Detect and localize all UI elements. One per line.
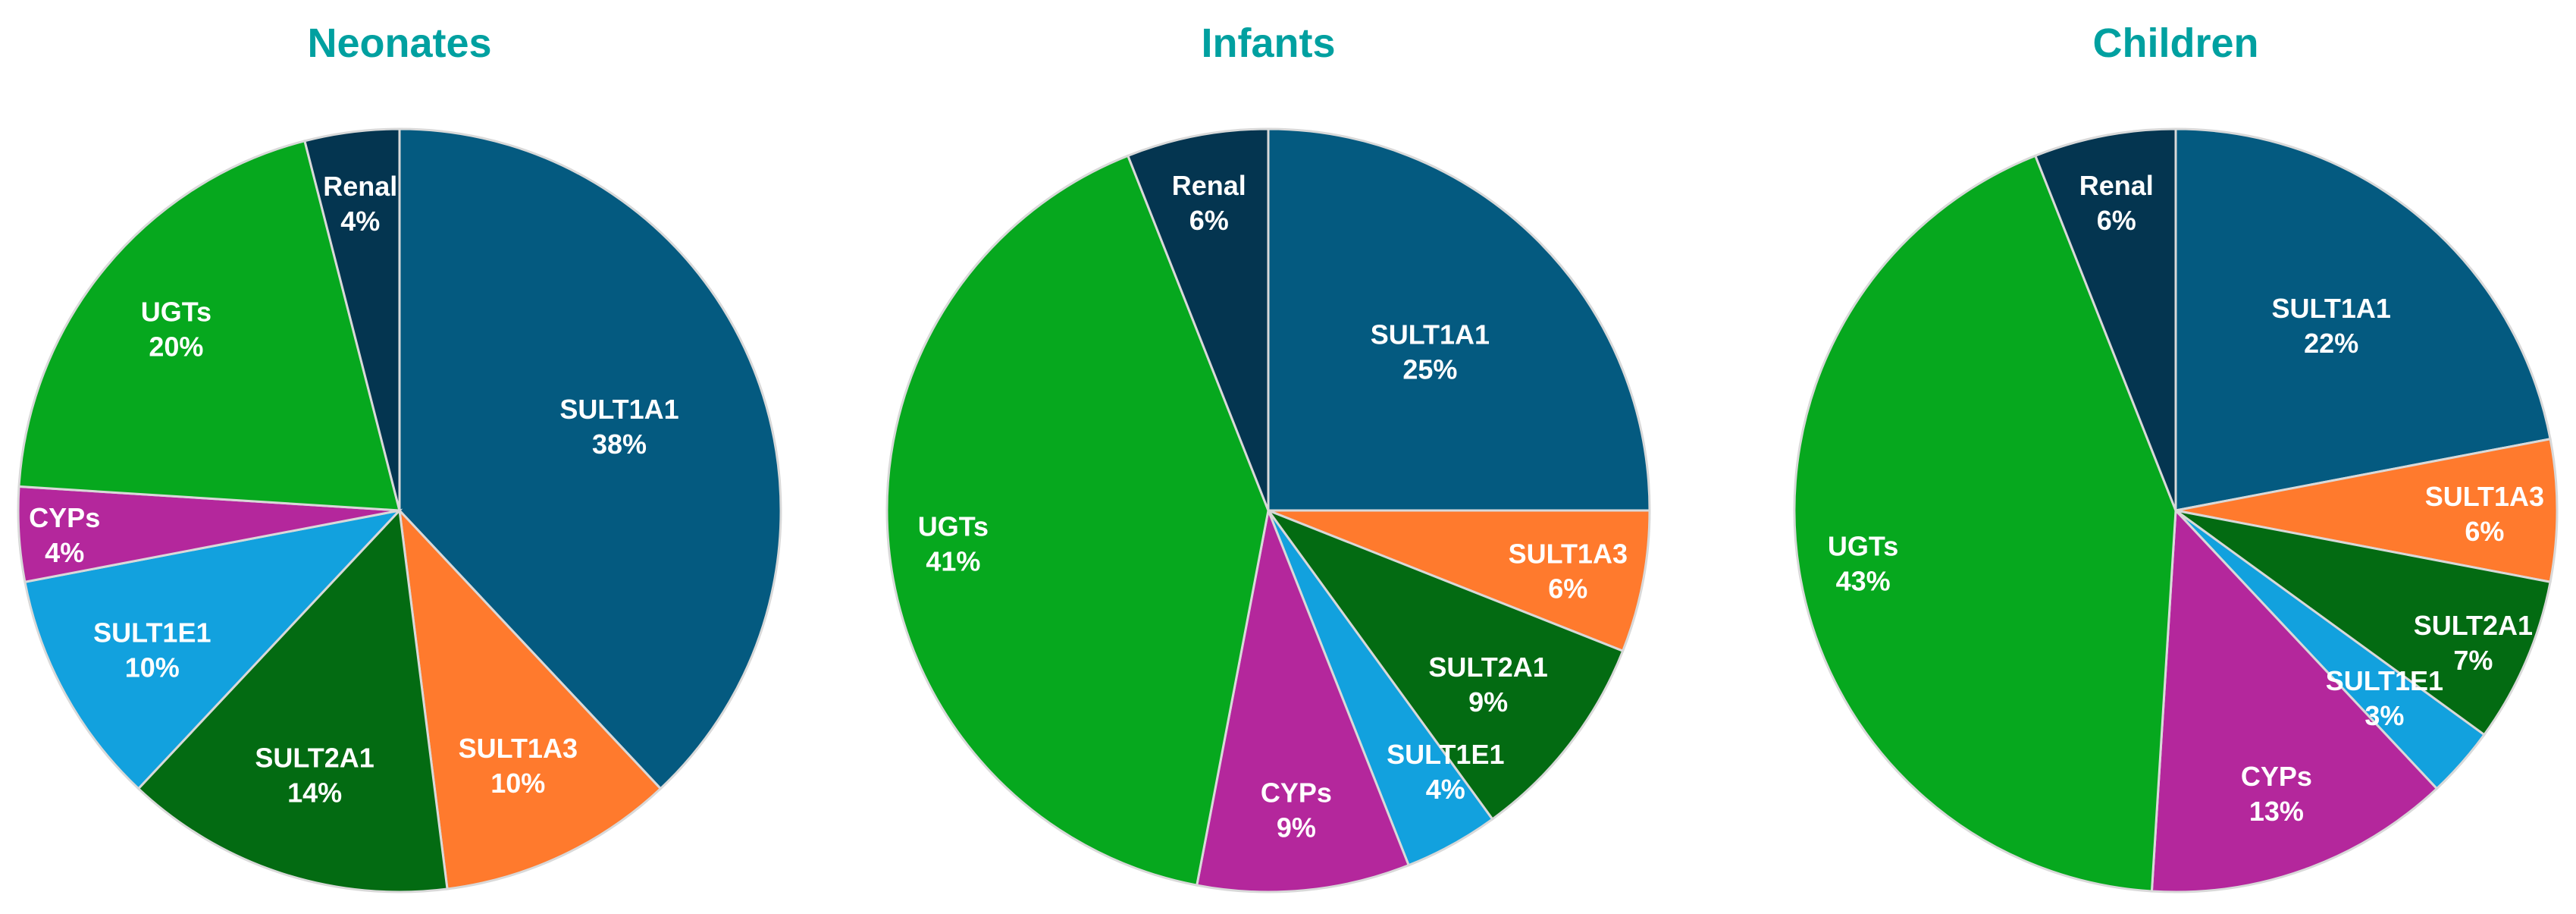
pie-slice-renal	[1126, 127, 1270, 511]
slice-category-label: Renal	[2079, 170, 2154, 201]
slice-category-label: SULT1A3	[2425, 481, 2544, 512]
pie-slice-renal	[303, 127, 401, 511]
slice-value-label: 6%	[1548, 573, 1587, 604]
slice-category-label: SULT1A3	[1509, 538, 1628, 569]
slice-category-label: SULT2A1	[255, 742, 374, 773]
slice-value-label: 20%	[149, 331, 203, 362]
slice-value-label: 38%	[592, 429, 647, 460]
slice-category-label: Renal	[1172, 170, 1246, 201]
slice-category-label: CYPs	[2241, 761, 2312, 792]
slice-value-label: 9%	[1468, 686, 1508, 718]
pie-slice-sult1e1	[24, 508, 403, 790]
pie-slice-renal	[2033, 127, 2177, 511]
pie-slice-sult2a1	[2175, 509, 2552, 737]
slice-category-label: SULT2A1	[1428, 652, 1547, 683]
pie-slice-sult2a1	[136, 507, 449, 894]
pie-chart-neonates: Neonates SULT1A1 38% SULT1A3 10% SULT2A1 14% SU…	[17, 20, 782, 894]
slice-value-label: 6%	[2465, 516, 2504, 547]
slice-value-label: 6%	[2097, 205, 2136, 236]
slice-value-label: 7%	[2453, 645, 2493, 676]
slice-category-label: UGTs	[918, 510, 989, 542]
slice-category-label: SULT1E1	[93, 617, 211, 648]
slice-category-label: SULT1E1	[1387, 739, 1504, 770]
slice-value-label: 43%	[1836, 565, 1891, 596]
slice-category-label: SULT2A1	[2414, 610, 2533, 641]
pie-slice-sult2a1	[1264, 507, 1625, 821]
slice-value-label: 10%	[125, 652, 180, 683]
slice-category-label: UGTs	[1828, 530, 1898, 561]
chart-title: Neonates	[307, 20, 491, 66]
pie-slice-sult1a1	[2174, 127, 2552, 512]
slice-category-label: CYPs	[1261, 777, 1332, 809]
pie-slice-ugts	[1793, 154, 2177, 893]
slice-category-label: CYPs	[29, 502, 100, 533]
slice-value-label: 6%	[1189, 205, 1229, 236]
pie-slice-ugts	[17, 139, 401, 512]
pie-chart-children: Children SULT1A1 22% SULT1A3 6% SULT2A1 7% SULT…	[1793, 20, 2559, 894]
chart-title: Infants	[1201, 20, 1335, 66]
slice-value-label: 41%	[926, 545, 980, 576]
chart-title: Children	[2092, 20, 2258, 66]
slice-value-label: 10%	[490, 768, 545, 799]
pie-slice-sult1a1	[1267, 127, 1651, 512]
slice-value-label: 13%	[2249, 796, 2304, 827]
slice-value-label: 4%	[45, 537, 84, 568]
pie-slice-sult1a3	[2175, 437, 2559, 584]
slice-category-label: SULT1A1	[2272, 293, 2391, 324]
pie-slice-sult1a1	[398, 127, 782, 790]
pie-slice-sult1a3	[397, 507, 663, 890]
pie-slice-sult1a3	[1268, 509, 1651, 653]
slice-category-label: SULT1A3	[459, 733, 578, 764]
pie-slice-cyps	[2150, 507, 2439, 894]
slice-category-label: SULT1A1	[1371, 319, 1490, 350]
slice-category-label: Renal	[323, 171, 397, 202]
slice-value-label: 4%	[1426, 774, 1465, 805]
slice-category-label: SULT1E1	[2326, 665, 2443, 696]
pie-slice-ugts	[885, 154, 1270, 887]
slice-value-label: 9%	[1277, 812, 1316, 843]
slice-value-label: 25%	[1402, 354, 1457, 385]
pie-slice-cyps	[1195, 506, 1411, 894]
slice-category-label: SULT1A1	[559, 394, 678, 425]
slice-value-label: 22%	[2304, 328, 2358, 359]
slice-value-label: 14%	[287, 777, 342, 808]
pie-chart-infants: InfantsSULT1A125%SULT1A36%SULT2A19%SULT1…	[885, 20, 1651, 894]
slice-value-label: 3%	[2364, 700, 2404, 731]
slice-value-label: 4%	[340, 206, 380, 237]
slice-category-label: UGTs	[141, 296, 212, 327]
